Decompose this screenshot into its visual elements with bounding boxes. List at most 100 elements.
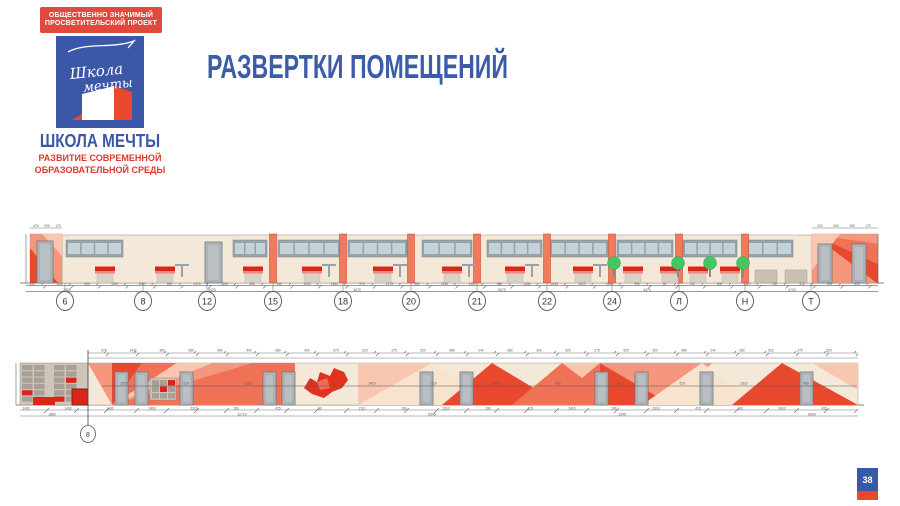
decor (95, 266, 115, 271)
logo-subtitle-line2: ОБРАЗОВАТЕЛЬНОЙ СРЕДЫ (34, 164, 166, 176)
dim-value: 980 (449, 349, 455, 353)
axis-label: 8 (86, 432, 90, 439)
window-pane (378, 243, 391, 254)
dim-value: 980 (188, 349, 194, 353)
decor (175, 264, 189, 266)
table (175, 264, 189, 277)
locker-cell (152, 386, 159, 392)
window-pane (245, 243, 255, 254)
dim-value: 1195 (524, 282, 531, 286)
table (525, 264, 539, 277)
decor (573, 266, 593, 271)
dim-value: 300 (652, 349, 658, 353)
dim-value: 1100 (139, 282, 146, 286)
logo-banner: ОБЩЕСТВЕННО ЗНАЧИМЫЙ ПРОСВЕТИТЕЛЬСКИЙ ПР… (40, 7, 162, 33)
axis-marker: 22 (538, 283, 556, 311)
axis-bubble (603, 291, 621, 311)
map-highlight (317, 378, 330, 390)
dim-value: 520 (362, 349, 368, 353)
door-leaf (699, 371, 714, 406)
logo-swash (67, 39, 137, 53)
door-panel (596, 373, 607, 404)
decor (688, 266, 708, 271)
dim-value: 360 (159, 349, 165, 353)
decor (393, 264, 407, 266)
locker-cell (34, 371, 45, 377)
axis-label: 8 (140, 297, 145, 307)
page-badge-accent (857, 491, 878, 500)
dim-value: 1000 (303, 282, 310, 286)
door (419, 371, 434, 406)
dim-value: 450 (555, 382, 561, 386)
tree-crown (703, 256, 717, 270)
axis-label: 15 (268, 297, 278, 307)
window-frame (347, 239, 408, 258)
dim-value: 2110 (469, 282, 476, 286)
dim-value: 2110 (245, 382, 252, 386)
door-leaf (36, 240, 54, 284)
decor (709, 268, 711, 277)
window-pane (294, 243, 309, 254)
dim-value: 220 (817, 224, 823, 228)
axis-label: Л (676, 297, 682, 307)
dim-value: 415 (695, 406, 701, 410)
decor (593, 264, 607, 266)
dim-value: 2410 (778, 406, 785, 410)
dim-value: 415 (527, 406, 533, 410)
axis-bubble (80, 425, 96, 443)
dim-value: 45 (663, 282, 667, 286)
decor (623, 266, 643, 271)
window-pane (778, 243, 791, 254)
dim-value: 520 (420, 349, 426, 353)
dim-ticks (88, 351, 858, 356)
window-pane (424, 243, 439, 254)
window-pane (324, 243, 338, 254)
bench (505, 266, 525, 284)
window-pane (763, 243, 777, 254)
dim-value: 2410 (368, 382, 375, 386)
decor (399, 266, 401, 277)
dim-value: 2310 (652, 406, 659, 410)
dim-value: 2175 (386, 282, 393, 286)
dim-value: 5470 (208, 288, 216, 292)
bench (373, 266, 393, 284)
dim-value: 175 (865, 224, 871, 228)
decor (506, 272, 524, 284)
dim-value: 510 (431, 382, 437, 386)
decor (599, 266, 601, 277)
window-pane (68, 243, 81, 254)
tree-crown (736, 256, 750, 270)
window-band (486, 239, 543, 258)
locker-cell (66, 396, 77, 402)
accent-wall-right (811, 233, 879, 284)
axis-marker: Л (670, 283, 688, 311)
window-pane (528, 243, 540, 254)
dim-value: 2400 (63, 288, 71, 292)
bottom-elevation-drawing: 570 1430 360 980 560 900 980 900 570 520 275 520 980… (15, 349, 864, 443)
axis-marker: 12 (198, 283, 216, 311)
dim-value: 620 (854, 282, 860, 286)
bench (302, 266, 322, 284)
decor (613, 268, 615, 277)
door-leaf (134, 371, 149, 406)
locker-cell (22, 390, 33, 396)
dim-value: 1100 (221, 282, 228, 286)
dim-value: 275 (391, 349, 397, 353)
dim-value: 1430 (129, 349, 136, 353)
door (459, 371, 474, 406)
dim-value: 2310 (442, 406, 449, 410)
locker-cell (168, 393, 175, 399)
door-panel (421, 373, 432, 404)
dim-value: 150 (849, 224, 855, 228)
dim-value: 2110 (744, 282, 751, 286)
dim-value: 600 (167, 282, 173, 286)
window-band (421, 239, 473, 258)
door-leaf (262, 371, 277, 406)
window-band (277, 239, 341, 258)
logo-script: Школа мечты (54, 46, 147, 105)
door-leaf (419, 371, 434, 406)
door-leaf (594, 371, 609, 406)
decor (531, 266, 533, 277)
page-badge: 38 (857, 468, 878, 500)
